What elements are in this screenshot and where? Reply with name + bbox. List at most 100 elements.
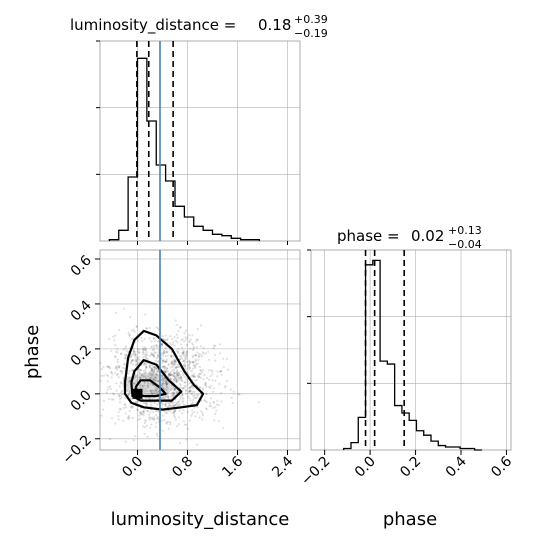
scatter-point	[120, 352, 123, 355]
scatter-point	[143, 419, 147, 422]
scatter-point	[184, 363, 187, 366]
scatter-point	[152, 418, 155, 421]
scatter-point	[164, 370, 167, 373]
scatter-point	[177, 372, 180, 375]
scatter-point	[135, 374, 138, 378]
scatter-point	[151, 353, 154, 356]
scatter-point	[201, 414, 205, 417]
scatter-point	[179, 370, 183, 373]
scatter-point	[163, 379, 166, 383]
scatter-point	[118, 401, 122, 404]
scatter-point	[163, 350, 166, 353]
scatter-point	[151, 368, 154, 371]
scatter-point	[167, 395, 170, 399]
scatter-point	[170, 373, 173, 376]
scatter-point	[154, 351, 157, 354]
scatter-point	[164, 381, 167, 384]
scatter-point	[172, 391, 175, 394]
scatter-point	[185, 350, 189, 353]
scatter-point	[144, 389, 147, 392]
scatter-point	[198, 366, 201, 369]
scatter-point	[177, 376, 180, 379]
scatter-point	[211, 373, 214, 376]
scatter-point	[162, 351, 165, 355]
scatter-point	[143, 432, 146, 435]
scatter-point	[139, 412, 142, 415]
joint-contour-panel: 0.0 0.8 1.6 2.4 −0.2 0.0 0.2 0.4 0.6	[59, 249, 301, 481]
scatter-point	[196, 362, 199, 365]
scatter-point	[173, 414, 176, 417]
scatter-point	[176, 373, 179, 376]
scatter-point	[110, 398, 113, 401]
scatter-point	[168, 373, 171, 376]
scatter-point	[145, 402, 148, 405]
scatter-point	[149, 371, 153, 374]
scatter-point	[164, 382, 167, 385]
scatter-point	[137, 409, 140, 412]
scatter-point	[183, 359, 186, 363]
joint-xtick-label-3: 2.4	[269, 453, 296, 480]
scatter-point	[184, 389, 187, 393]
scatter-point	[165, 360, 169, 363]
scatter-point	[196, 338, 199, 341]
scatter-point	[123, 367, 126, 370]
x-axis-label-phase: phase	[383, 509, 437, 530]
scatter-point	[191, 367, 194, 370]
scatter-point	[214, 344, 217, 347]
scatter-point	[192, 347, 195, 350]
scatter-point	[152, 392, 155, 395]
scatter-point	[162, 377, 165, 380]
scatter-point	[182, 363, 185, 366]
scatter-point	[174, 366, 178, 369]
scatter-point	[178, 416, 181, 419]
scatter-point	[167, 427, 170, 430]
scatter-point	[168, 372, 171, 375]
scatter-point	[125, 406, 128, 409]
scatter-point	[189, 399, 192, 402]
scatter-point	[174, 418, 177, 421]
scatter-point	[145, 356, 148, 359]
scatter-point	[201, 369, 205, 372]
scatter-point	[149, 370, 153, 373]
scatter-point	[150, 391, 153, 394]
scatter-point	[152, 336, 156, 340]
scatter-point	[118, 366, 121, 369]
scatter-point	[170, 404, 173, 407]
scatter-point	[173, 412, 176, 415]
scatter-point	[178, 382, 182, 385]
scatter-point	[205, 376, 208, 380]
scatter-point	[161, 396, 164, 399]
scatter-point	[183, 340, 186, 343]
scatter-point	[176, 336, 179, 339]
scatter-point	[176, 341, 179, 344]
scatter-point	[121, 370, 124, 373]
scatter-point	[148, 372, 151, 375]
scatter-point	[121, 366, 125, 369]
scatter-point	[165, 386, 169, 389]
scatter-point	[148, 366, 151, 369]
scatter-point	[189, 386, 192, 389]
scatter-point	[165, 339, 168, 342]
scatter-point	[181, 338, 184, 341]
scatter-point	[142, 351, 145, 354]
scatter-point	[213, 344, 216, 347]
scatter-point	[153, 376, 156, 379]
scatter-point	[192, 398, 195, 402]
scatter-point	[152, 337, 155, 340]
scatter-point	[219, 370, 222, 373]
scatter-point	[142, 412, 145, 415]
scatter-point	[162, 376, 165, 379]
scatter-point	[164, 405, 167, 408]
scatter-point	[99, 379, 102, 382]
scatter-point	[189, 361, 192, 364]
scatter-point	[171, 393, 174, 396]
scatter-point	[160, 379, 163, 382]
scatter-point	[166, 387, 170, 390]
scatter-point	[154, 376, 157, 380]
scatter-point	[172, 401, 175, 404]
scatter-point	[204, 407, 207, 410]
phase-title-median: 0.02	[411, 227, 444, 245]
scatter-point	[172, 410, 175, 413]
scatter-point	[165, 351, 168, 354]
scatter-point	[165, 351, 169, 354]
